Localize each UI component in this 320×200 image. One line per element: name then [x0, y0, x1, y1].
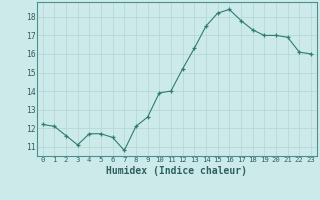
X-axis label: Humidex (Indice chaleur): Humidex (Indice chaleur) [106, 166, 247, 176]
